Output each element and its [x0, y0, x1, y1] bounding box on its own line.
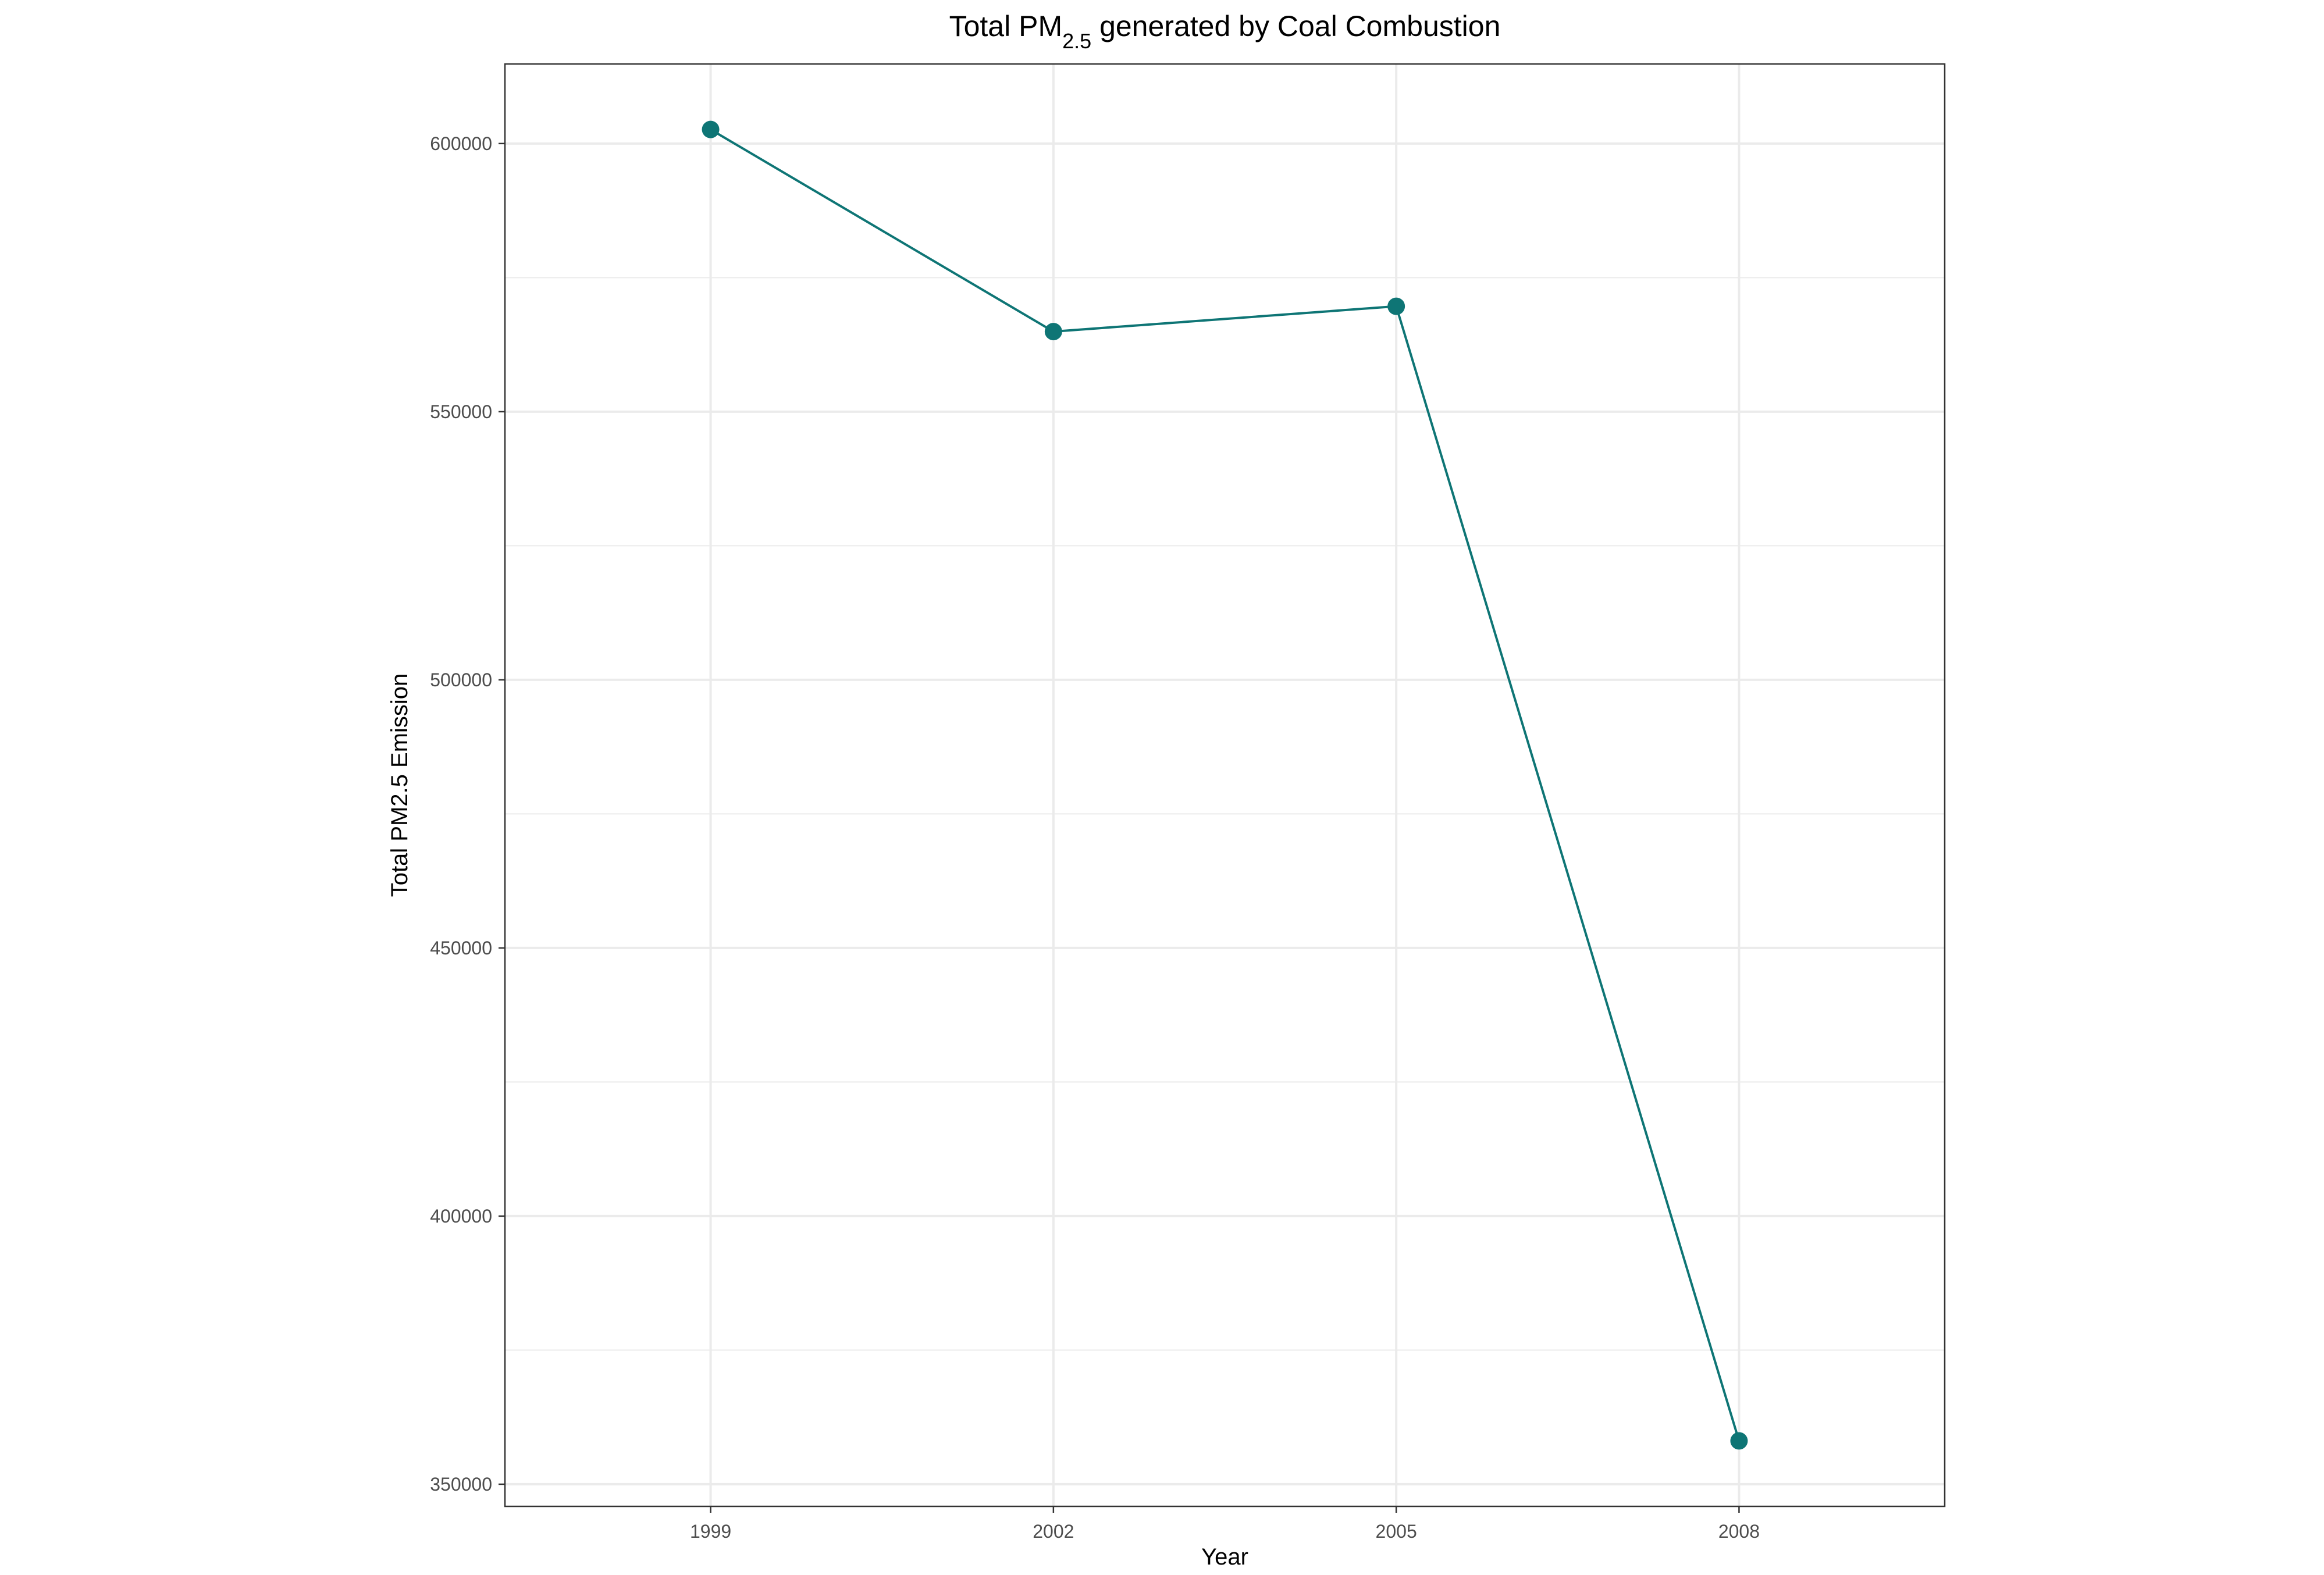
- y-tick-label: 600000: [430, 133, 492, 154]
- chart-title-subscript: 2.5: [1062, 29, 1091, 53]
- data-point: [1730, 1432, 1748, 1450]
- data-layer: [702, 120, 1748, 1450]
- y-tick-label: 400000: [430, 1206, 492, 1227]
- data-point: [1387, 297, 1405, 315]
- x-tick-label: 2005: [1376, 1521, 1417, 1542]
- y-axis-title: Total PM2.5 Emission: [387, 674, 412, 897]
- x-tick-label: 2008: [1718, 1521, 1760, 1542]
- series-line: [710, 128, 1741, 1441]
- x-tick-label: 2002: [1033, 1521, 1074, 1542]
- data-point: [1044, 323, 1062, 341]
- panel-border: [504, 63, 1946, 1508]
- data-point: [702, 120, 720, 138]
- y-tick-label: 350000: [430, 1474, 492, 1495]
- axis-layer: 350000 400000 450000 500000 550000 600000 1999…: [430, 133, 1760, 1542]
- chart-title-suffix: generated by Coal Combustion: [1091, 10, 1500, 42]
- chart-title: Total PM2.5 generated by Coal Combustion: [949, 10, 1501, 53]
- y-tick-label: 550000: [430, 401, 492, 422]
- chart-title-prefix: Total PM: [949, 10, 1063, 42]
- y-tick-label: 500000: [430, 669, 492, 690]
- y-tick-label: 450000: [430, 938, 492, 958]
- grid-layer: [505, 64, 1945, 1506]
- x-axis-title: Year: [1201, 1544, 1248, 1570]
- x-tick-label: 1999: [690, 1521, 731, 1542]
